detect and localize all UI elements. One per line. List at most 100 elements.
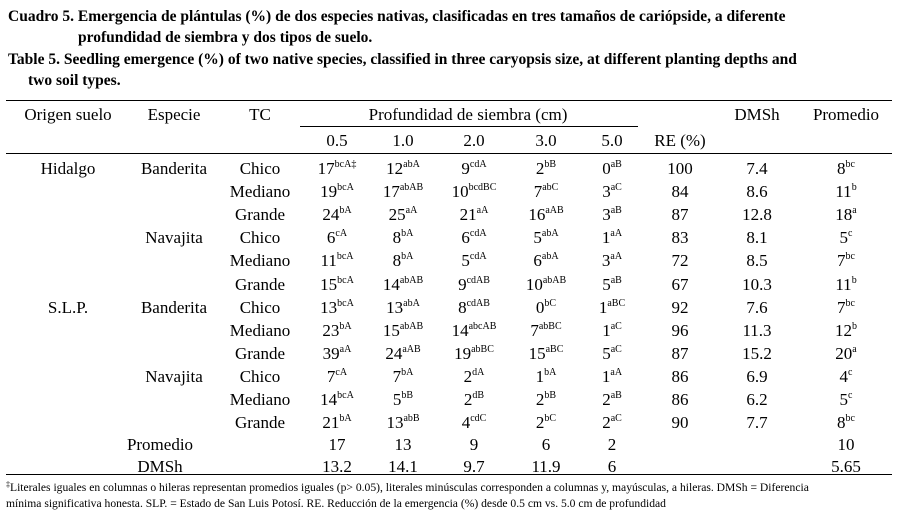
cell-value: 3 xyxy=(601,251,611,271)
footnote: ‡Literales iguales en columnas o hileras… xyxy=(6,477,898,512)
cell-value: 19 xyxy=(320,182,338,202)
cell-value: S.L.P. xyxy=(47,297,89,317)
cell-value: Chico xyxy=(239,297,281,317)
header-tc: TC xyxy=(249,105,271,124)
footnote-dagger: ‡ xyxy=(6,480,10,489)
cell-value: 17 xyxy=(328,435,346,454)
dmsh-row-value: 13.2 xyxy=(322,456,352,478)
cell-value: Mediano xyxy=(229,182,291,202)
re-cell: 87 xyxy=(672,204,689,226)
cell-superscript: abAB xyxy=(399,320,424,332)
depth-cell: 10abAB xyxy=(526,274,566,296)
cell-value: 7 xyxy=(326,366,336,386)
footnote-text-1: Literales iguales en columnas o hileras … xyxy=(10,481,809,494)
promedio-row-value: 2 xyxy=(608,434,617,456)
dmsh-cell: 7.6 xyxy=(746,297,767,319)
cell-superscript: bcA xyxy=(337,297,354,309)
cell-superscript: dA xyxy=(472,366,485,378)
cell-superscript: b xyxy=(851,182,857,194)
cell-superscript: aBC xyxy=(607,297,626,309)
cell-superscript: aC xyxy=(610,413,622,425)
cell-value: 92 xyxy=(671,297,689,317)
cell-superscript: abAB xyxy=(399,182,424,194)
depth-cell: 21bA xyxy=(322,412,351,434)
cell-superscript: abAB xyxy=(542,274,567,286)
re-cell: 86 xyxy=(672,366,689,388)
promedio-cell: 8bc xyxy=(837,412,855,434)
promedio-row-label: Promedio xyxy=(127,434,193,456)
depth-cell: 15abAB xyxy=(383,320,423,342)
cell-superscript: cA xyxy=(335,366,348,378)
promedio-cell: 4c xyxy=(840,366,853,388)
row-especie: Banderita xyxy=(141,297,207,319)
depth-cell: 6cA xyxy=(327,227,347,249)
cell-value: 2 xyxy=(602,390,611,409)
depth-cell: 8bA xyxy=(393,227,414,249)
cell-value: 9 xyxy=(461,159,470,178)
footnote-line2: mínima significativa honesta. SLP. = Est… xyxy=(6,497,666,510)
dmsh-cell: 11.3 xyxy=(742,320,771,342)
depth-cell: 23bA xyxy=(322,320,351,342)
depth-cell: 8bA xyxy=(393,250,414,272)
cell-value: 1 xyxy=(601,228,611,248)
header-depth-1-0: 1.0 xyxy=(392,131,414,150)
cell-value: Chico xyxy=(239,159,281,178)
promedio-row-value: 6 xyxy=(542,434,551,456)
cell-value: 13 xyxy=(386,297,404,317)
cell-superscript: bA xyxy=(401,366,414,378)
depth-cell: 2bB xyxy=(536,389,556,411)
depth-cell: 6cdA xyxy=(461,227,486,249)
depth-cell: 3aA xyxy=(602,250,622,272)
cell-value: 67 xyxy=(671,274,689,294)
dmsh-cell: 15.2 xyxy=(742,343,772,365)
cell-value: 87 xyxy=(671,343,689,363)
depth-cell: 0aB xyxy=(602,158,622,180)
header-re: RE (%) xyxy=(654,131,706,150)
cell-superscript: bcA xyxy=(337,390,354,401)
caption-spanish-line2: profundidad de siembra y dos tipos de su… xyxy=(78,29,373,46)
promedio-row-overall: 10 xyxy=(838,434,855,456)
caption-english-line2: two soil types. xyxy=(28,72,121,89)
cell-value: Navajita xyxy=(145,228,203,248)
dmsh-row-value: 6 xyxy=(608,456,617,478)
cell-value: 2 xyxy=(463,390,473,409)
header-profundidad: Profundidad de siembra (cm) xyxy=(368,105,568,124)
depth-cell: 17abAB xyxy=(383,181,423,203)
cell-value: 15.2 xyxy=(742,343,772,363)
cell-superscript: bA xyxy=(339,205,352,217)
header-origen-suelo: Origen suelo xyxy=(24,105,112,124)
cell-value: 13 xyxy=(386,413,404,433)
promedio-cell: 5c xyxy=(840,227,853,249)
dmsh-cell: 8.1 xyxy=(746,227,767,249)
depth-cell: 2dB xyxy=(464,389,484,411)
cell-value: 1 xyxy=(598,297,608,317)
cell-value: 6 xyxy=(607,457,617,476)
cell-value: 11 xyxy=(320,251,337,271)
cell-value: 5 xyxy=(839,228,849,248)
depth-cell: 1aBC xyxy=(599,297,625,319)
cell-superscript: bB xyxy=(401,390,414,401)
cell-value: 11.3 xyxy=(742,320,772,340)
depth-cell: 3aC xyxy=(602,181,622,203)
cell-superscript: c xyxy=(848,390,853,401)
cell-value: 15 xyxy=(528,343,546,363)
cell-superscript: aA xyxy=(339,343,352,355)
row-especie: Banderita xyxy=(141,158,207,180)
cell-value: 10 xyxy=(451,182,469,202)
cell-value: 4 xyxy=(839,366,849,386)
depth-cell: 25aA xyxy=(389,204,418,226)
row-tc: Grande xyxy=(235,412,285,434)
dmsh-cell: 6.2 xyxy=(746,389,767,411)
cell-value: 96 xyxy=(671,320,689,340)
depth-cell: 4cdC xyxy=(462,412,487,434)
cell-superscript: bc xyxy=(845,159,855,170)
cell-value: 100 xyxy=(667,159,693,178)
cell-superscript: abC xyxy=(542,182,559,194)
cell-superscript: cdA xyxy=(469,159,487,170)
cell-superscript: aB xyxy=(610,274,622,286)
cell-value: 83 xyxy=(671,228,689,248)
cell-value: 1 xyxy=(601,366,611,386)
cell-value: 14 xyxy=(451,320,469,340)
depth-cell: 5aB xyxy=(602,274,622,296)
cell-value: 7 xyxy=(392,366,402,386)
